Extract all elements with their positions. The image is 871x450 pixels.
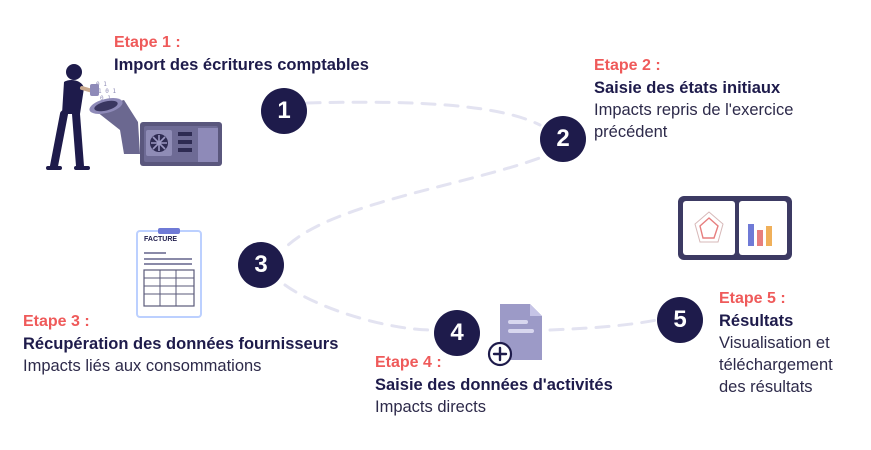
step-3-label: Etape 3 : (23, 313, 90, 330)
step-5: Etape 5 : Résultats Visualisation et tél… (719, 288, 859, 398)
step-2-label: Etape 2 : (594, 57, 661, 74)
step-4-label: Etape 4 : (375, 354, 442, 371)
document-plus-icon (487, 304, 542, 367)
svg-text:1 0 1: 1 0 1 (98, 88, 116, 95)
step-5-number: 5 (657, 297, 703, 343)
step-5-title: Résultats (719, 312, 794, 330)
svg-text:0 1: 0 1 (100, 95, 111, 102)
svg-text:0 1: 0 1 (96, 81, 107, 88)
step-1-label: Etape 1 : (114, 34, 181, 51)
invoice-clipboard-icon: FACTURE (136, 228, 202, 318)
step-4-number: 4 (434, 310, 480, 356)
step-1-number: 1 (261, 88, 307, 134)
step-2: Etape 2 : Saisie des états initiaux Impa… (594, 55, 854, 143)
step-5-description: Visualisation et téléchargement des résu… (719, 334, 833, 396)
step-4-description: Impacts directs (375, 398, 486, 416)
step-2-title: Saisie des états initiaux (594, 79, 781, 97)
invoice-header: FACTURE (144, 236, 178, 243)
step-1-title: Import des écritures comptables (114, 56, 369, 74)
step-3-description: Impacts liés aux consommations (23, 357, 262, 375)
person-funnel-machine-illustration: 0 1 1 0 1 0 1 (46, 64, 222, 170)
step-1: Etape 1 : Import des écritures comptable… (114, 32, 369, 76)
step-2-description: Impacts repris de l'exercice précédent (594, 101, 794, 141)
step-3: Etape 3 : Récupération des données fourn… (23, 311, 383, 377)
step-3-title: Récupération des données fournisseurs (23, 335, 339, 353)
dashboard-monitor-icon (678, 196, 792, 260)
step-4: Etape 4 : Saisie des données d'activités… (375, 352, 655, 418)
step-3-number: 3 (238, 242, 284, 288)
step-5-label: Etape 5 : (719, 290, 786, 307)
step-2-number: 2 (540, 116, 586, 162)
step-4-title: Saisie des données d'activités (375, 376, 613, 394)
